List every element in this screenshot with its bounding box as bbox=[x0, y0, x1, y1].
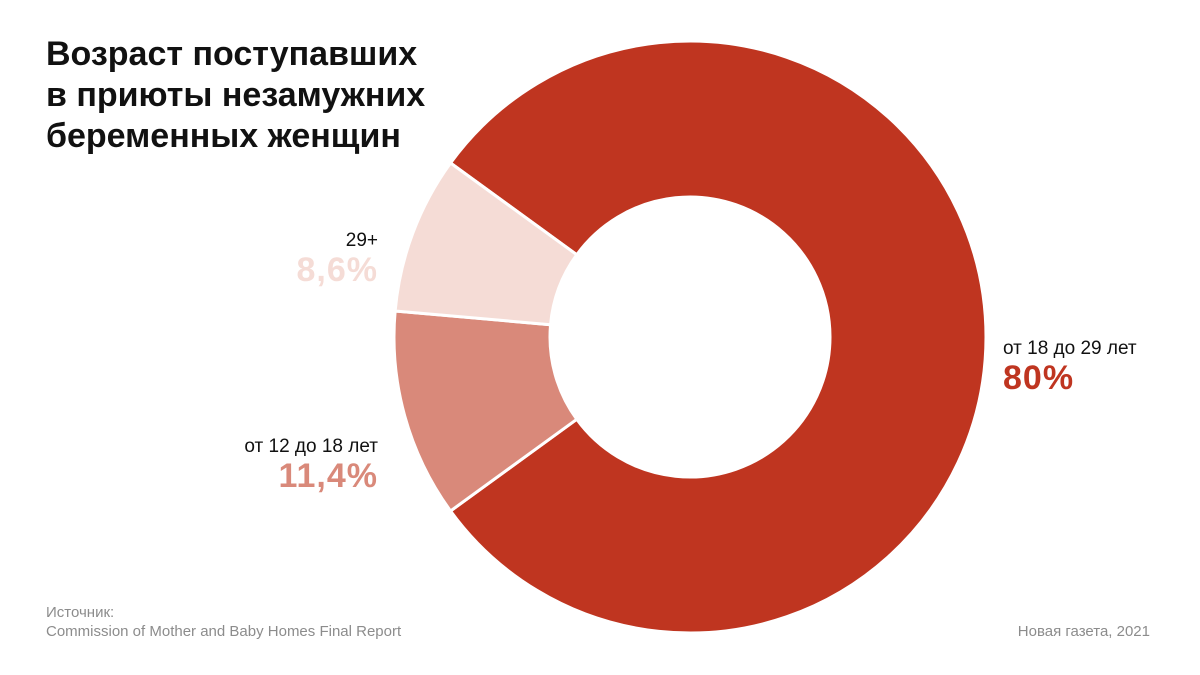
publisher-credit: Новая газета, 2021 bbox=[1017, 623, 1150, 640]
slice-name-29-plus: 29+ bbox=[345, 230, 378, 251]
source-text: Commission of Mother and Baby Homes Fina… bbox=[46, 623, 402, 640]
chart-title: Возраст поступавших в приюты незамужних … bbox=[46, 35, 426, 155]
slice-name-12-18: от 12 до 18 лет bbox=[244, 436, 378, 457]
slice-name-18-29: от 18 до 29 лет bbox=[1003, 338, 1137, 359]
slice-label-12-18: от 12 до 18 лет 11,4% bbox=[244, 436, 378, 494]
slice-value-18-29: 80% bbox=[1003, 359, 1075, 397]
source-heading: Источник: bbox=[46, 604, 115, 621]
slice-value-12-18: 11,4% bbox=[278, 457, 378, 495]
donut-slice-29-plus bbox=[393, 160, 579, 327]
slice-value-29-plus: 8,6% bbox=[296, 251, 378, 289]
slice-label-29-plus: 29+ 8,6% bbox=[297, 230, 379, 288]
source-note: Источник: Commission of Mother and Baby … bbox=[46, 603, 401, 641]
donut-slice-18-29 bbox=[448, 39, 988, 635]
slice-label-18-29: от 18 до 29 лет 80% bbox=[1003, 338, 1137, 396]
